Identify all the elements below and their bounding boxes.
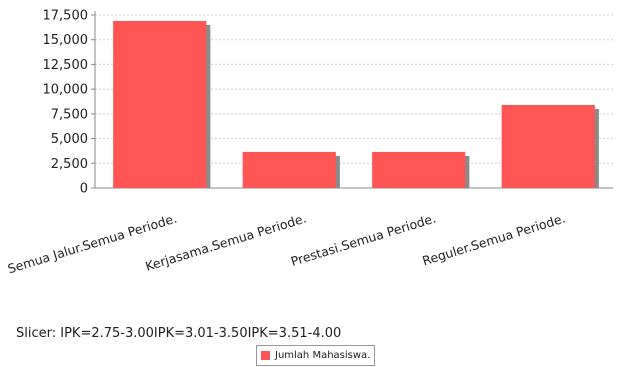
bar-chart: 0 2,500 5,000 7,500 10,000 12,500 15,000 17,500… — [6, 9, 613, 277]
legend: Jumlah Mahasiswa. — [256, 345, 376, 366]
x-axis-labels: Semua Jalur.Semua Periode.Kerjasama.Semu… — [6, 211, 567, 277]
bars — [113, 20, 599, 189]
x-tick-label: Prestasi.Semua Periode. — [289, 211, 438, 269]
bar — [113, 20, 207, 189]
y-tick-label: 10,000 — [43, 83, 89, 98]
y-tick-label: 15,000 — [43, 33, 89, 48]
y-tick-label: 5,000 — [51, 132, 88, 147]
x-tick-label: Reguler.Semua Periode. — [420, 211, 567, 269]
legend-label: Jumlah Mahasiswa. — [275, 350, 371, 361]
bar — [372, 151, 466, 188]
bar — [501, 104, 595, 188]
legend-swatch — [261, 351, 270, 360]
y-tick-label: 7,500 — [51, 107, 88, 122]
y-tick-label: 0 — [80, 182, 88, 197]
y-tick-label: 17,500 — [43, 9, 89, 24]
slicer-text: Slicer: IPK=2.75-3.00IPK=3.01-3.50IPK=3.… — [16, 326, 342, 341]
y-tick-label: 2,500 — [51, 157, 88, 172]
y-tick-label: 12,500 — [43, 58, 89, 73]
bar — [242, 151, 336, 188]
